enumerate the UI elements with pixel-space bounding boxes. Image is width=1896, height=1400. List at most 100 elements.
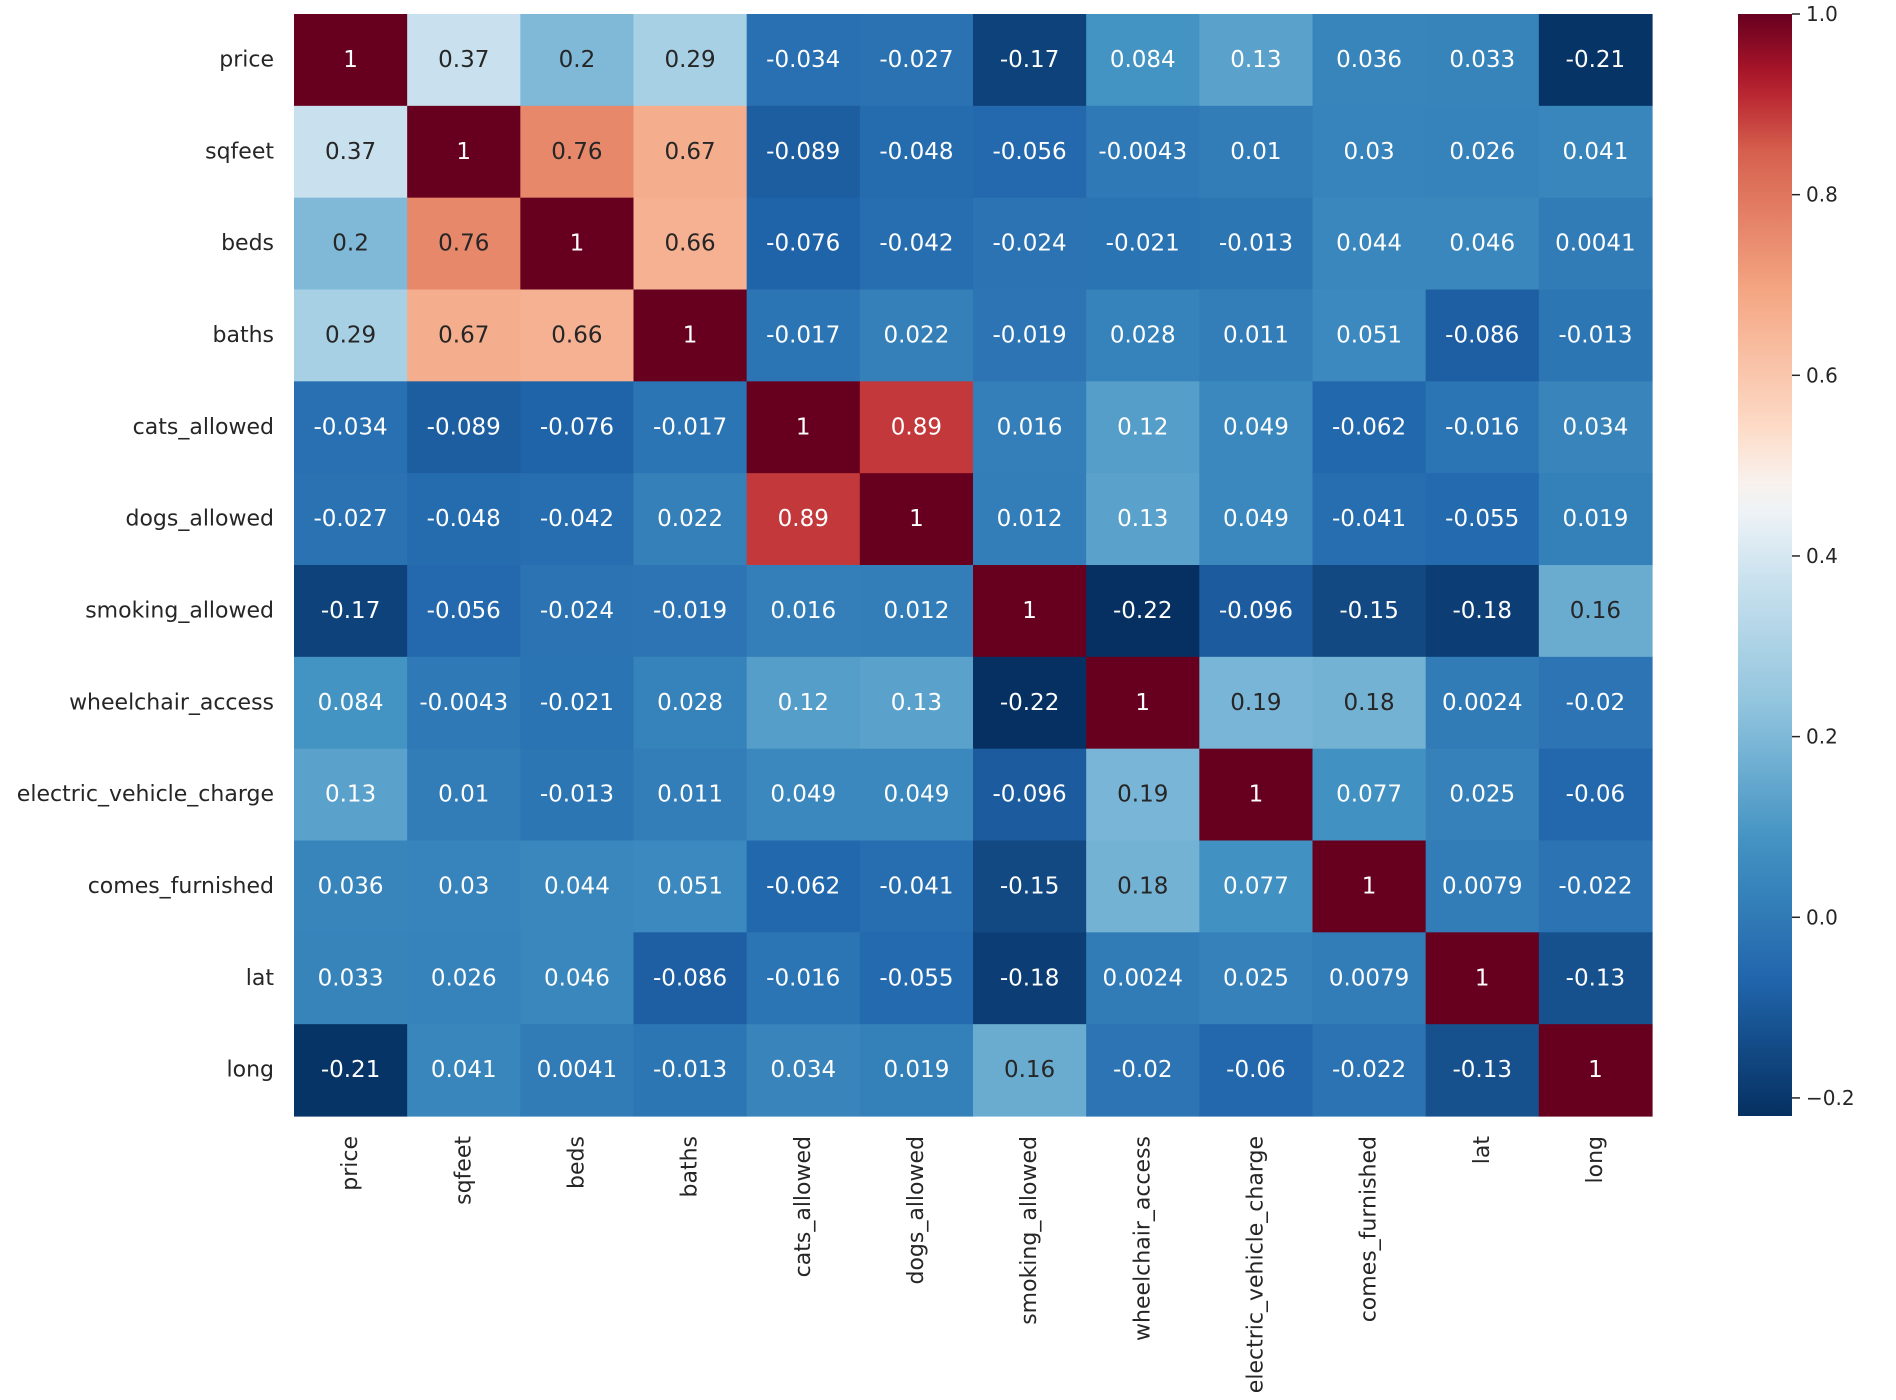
heatmap-cell	[746, 381, 861, 474]
heatmap-cell	[1425, 473, 1540, 566]
heatmap-cell	[1538, 840, 1653, 933]
heatmap-cell	[1199, 14, 1314, 107]
cell-value-label: -0.055	[879, 965, 953, 991]
cell-value-label: -0.076	[766, 231, 840, 257]
heatmap-cell	[973, 381, 1087, 474]
heatmap-cell	[407, 656, 521, 750]
heatmap-cell	[1086, 381, 1200, 474]
heatmap-cell	[859, 840, 974, 933]
heatmap-cell	[1425, 656, 1540, 750]
heatmap-cell	[294, 656, 408, 750]
cell-value-label: -0.056	[993, 139, 1067, 165]
cell-value-label: 0.084	[318, 690, 384, 716]
cell-value-label: -0.042	[540, 506, 614, 532]
cell-value-label: -0.02	[1113, 1057, 1173, 1083]
heatmap-cell	[1086, 14, 1200, 107]
cell-value-label: -0.13	[1452, 1057, 1512, 1083]
cell-value-label: -0.024	[993, 231, 1067, 257]
y-tick-label: baths	[213, 323, 274, 348]
heatmap-cell	[1312, 565, 1427, 658]
heatmap-cell	[1086, 656, 1200, 750]
heatmap-cell	[1425, 565, 1540, 658]
cell-value-label: 0.76	[438, 231, 489, 257]
cell-value-label: 1	[570, 231, 585, 257]
heatmap-cell	[859, 1024, 974, 1117]
cell-value-label: -0.18	[1000, 965, 1060, 991]
colorbar-tick-label: 0.2	[1806, 725, 1838, 749]
cell-value-label: -0.15	[1000, 873, 1060, 899]
heatmap-cell	[973, 656, 1087, 750]
cell-value-label: 0.033	[318, 965, 384, 991]
cell-value-label: 0.044	[1336, 231, 1402, 257]
cell-value-label: -0.027	[314, 506, 388, 532]
cell-value-label: -0.013	[1219, 231, 1293, 257]
heatmap-cell	[1425, 1024, 1540, 1117]
cell-value-label: -0.21	[321, 1057, 381, 1083]
cell-value-label: 1	[343, 47, 358, 73]
cell-value-label: 0.011	[1223, 322, 1289, 348]
colorbar-tick-label: 0.0	[1806, 905, 1838, 929]
heatmap-cell	[294, 105, 408, 199]
heatmap-cell	[1538, 105, 1653, 199]
cell-value-label: -0.18	[1452, 598, 1512, 624]
cell-value-label: 0.2	[332, 231, 369, 257]
cell-value-label: 0.0041	[1555, 231, 1635, 257]
heatmap-cell	[294, 197, 408, 291]
heatmap-cell	[973, 748, 1087, 842]
heatmap-cell	[1538, 197, 1653, 291]
cell-value-label: 1	[1475, 965, 1490, 991]
cell-value-label: -0.013	[653, 1057, 727, 1083]
heatmap-cell	[1538, 1024, 1653, 1117]
heatmap-cell	[633, 840, 748, 933]
cell-value-label: -0.02	[1566, 690, 1626, 716]
heatmap-cell	[859, 14, 974, 107]
cell-value-label: -0.06	[1226, 1057, 1286, 1083]
cell-value-label: 0.13	[891, 690, 942, 716]
cell-value-label: 0.13	[325, 782, 376, 808]
heatmap-cell	[407, 748, 521, 842]
heatmap-cell	[633, 565, 748, 658]
cell-value-label: 0.12	[1117, 414, 1168, 440]
cell-value-label: 0.89	[778, 506, 829, 532]
cell-value-label: 0.16	[1570, 598, 1621, 624]
heatmap-cell	[1312, 473, 1427, 566]
cell-value-label: -0.027	[879, 47, 953, 73]
colorbar-tick-label: 0.6	[1806, 363, 1838, 387]
x-tick-label: sqfeet	[451, 1136, 476, 1205]
cell-value-label: -0.056	[427, 598, 501, 624]
cell-value-label: -0.013	[540, 782, 614, 808]
cell-value-label: 0.18	[1343, 690, 1394, 716]
cell-value-label: 0.026	[431, 965, 497, 991]
colorbar-gradient	[1738, 14, 1792, 1116]
x-tick-label: comes_furnished	[1357, 1136, 1382, 1322]
cell-value-label: 0.034	[770, 1057, 836, 1083]
cell-value-label: 0.76	[551, 139, 602, 165]
heatmap-cell	[1199, 932, 1314, 1025]
y-axis-tick-labels: price sqfeet beds baths cats_allowed dogs_all…	[17, 47, 275, 1082]
heatmap-cell	[746, 14, 861, 107]
heatmap-cell	[1425, 197, 1540, 291]
heatmap-cell	[746, 932, 861, 1025]
cell-value-label: -0.062	[766, 873, 840, 899]
cell-value-label: 0.66	[551, 322, 602, 348]
heatmap-cell	[520, 748, 635, 842]
heatmap-cell	[1086, 197, 1200, 291]
cell-value-label: 0.025	[1223, 965, 1289, 991]
cell-value-label: -0.086	[653, 965, 727, 991]
heatmap-cell	[1199, 656, 1314, 750]
cell-value-label: -0.022	[1332, 1057, 1406, 1083]
heatmap-cell	[1312, 932, 1427, 1025]
heatmap-cell	[973, 932, 1087, 1025]
heatmap-cell	[294, 932, 408, 1025]
colorbar-tick-label: 0.8	[1806, 183, 1838, 207]
cell-value-label: 1	[1022, 598, 1037, 624]
cell-value-label: -0.17	[321, 598, 381, 624]
cell-value-label: 0.01	[1230, 139, 1281, 165]
cell-value-label: 0.03	[438, 873, 489, 899]
heatmap-cell	[859, 197, 974, 291]
heatmap-cell	[1312, 105, 1427, 199]
heatmap-cell	[520, 14, 635, 107]
cell-value-label: 0.01	[438, 782, 489, 808]
cell-value-label: 0.034	[1562, 414, 1628, 440]
